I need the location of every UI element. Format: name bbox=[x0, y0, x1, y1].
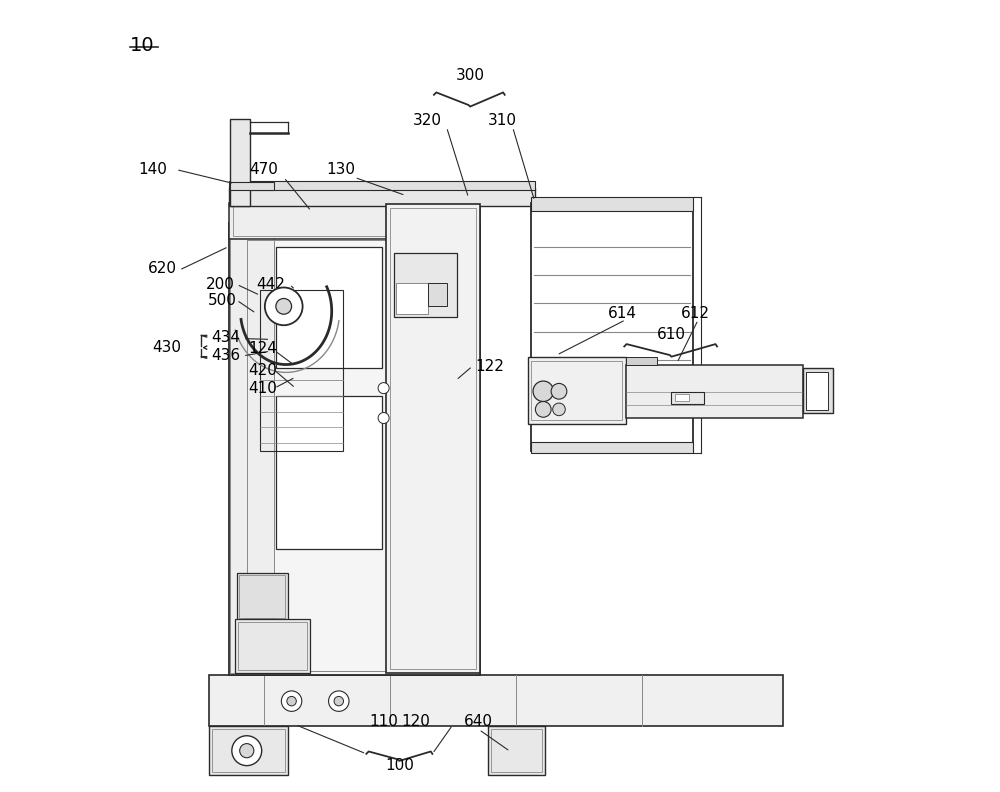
Text: 122: 122 bbox=[475, 359, 504, 374]
Text: 430: 430 bbox=[152, 340, 181, 355]
Bar bbox=[488, 726, 545, 775]
Bar bbox=[229, 204, 480, 238]
Text: 470: 470 bbox=[250, 162, 279, 177]
Circle shape bbox=[287, 696, 296, 706]
Circle shape bbox=[551, 383, 567, 399]
Text: 410: 410 bbox=[248, 381, 277, 396]
Bar bbox=[239, 575, 285, 618]
Bar bbox=[233, 206, 476, 236]
Circle shape bbox=[281, 691, 302, 711]
Bar bbox=[675, 394, 689, 401]
Bar bbox=[244, 619, 276, 652]
Circle shape bbox=[329, 691, 349, 711]
Circle shape bbox=[232, 736, 262, 766]
Circle shape bbox=[265, 287, 303, 326]
Bar bbox=[209, 676, 783, 726]
Text: 100: 100 bbox=[385, 758, 414, 773]
Text: 434: 434 bbox=[211, 329, 240, 345]
Bar bbox=[238, 623, 307, 670]
Bar bbox=[491, 729, 542, 772]
Circle shape bbox=[240, 744, 254, 758]
Bar bbox=[235, 619, 310, 673]
Circle shape bbox=[553, 403, 565, 416]
Text: 320: 320 bbox=[413, 113, 442, 128]
Circle shape bbox=[334, 696, 343, 706]
Bar bbox=[428, 283, 447, 307]
Text: 130: 130 bbox=[327, 162, 356, 177]
Bar bbox=[626, 356, 657, 364]
Text: 620: 620 bbox=[148, 261, 177, 276]
Text: 310: 310 bbox=[488, 113, 517, 128]
Bar bbox=[209, 726, 288, 775]
Bar bbox=[229, 223, 480, 676]
Text: 442: 442 bbox=[256, 277, 285, 291]
Text: 640: 640 bbox=[464, 714, 493, 729]
Bar bbox=[531, 204, 693, 451]
Bar bbox=[230, 182, 274, 190]
Text: 10: 10 bbox=[130, 36, 155, 55]
Text: 500: 500 bbox=[207, 292, 236, 307]
Circle shape bbox=[276, 299, 292, 314]
Bar bbox=[531, 442, 693, 452]
Text: 120: 120 bbox=[401, 714, 430, 729]
Bar bbox=[230, 227, 274, 673]
Circle shape bbox=[378, 413, 389, 424]
Bar bbox=[276, 246, 382, 368]
Bar bbox=[396, 283, 428, 314]
Bar bbox=[806, 371, 828, 410]
Text: 140: 140 bbox=[138, 162, 167, 177]
Bar bbox=[626, 364, 803, 418]
Bar bbox=[803, 368, 833, 413]
Bar bbox=[229, 188, 535, 206]
Text: 436: 436 bbox=[211, 348, 240, 364]
Circle shape bbox=[535, 402, 551, 417]
Circle shape bbox=[533, 381, 553, 402]
Bar bbox=[528, 356, 626, 424]
Text: 300: 300 bbox=[456, 67, 485, 82]
Bar bbox=[671, 392, 704, 404]
Bar bbox=[531, 360, 622, 420]
Bar bbox=[212, 729, 285, 772]
Text: 420: 420 bbox=[248, 363, 277, 378]
Text: 612: 612 bbox=[681, 306, 710, 321]
Text: 614: 614 bbox=[607, 306, 636, 321]
Bar bbox=[390, 208, 476, 669]
Text: 200: 200 bbox=[206, 277, 235, 291]
Bar bbox=[237, 573, 288, 620]
Bar bbox=[260, 290, 343, 451]
Text: 610: 610 bbox=[657, 327, 686, 342]
Circle shape bbox=[378, 383, 389, 394]
Bar bbox=[394, 253, 457, 318]
Bar bbox=[531, 197, 693, 211]
Bar bbox=[386, 204, 480, 673]
Bar bbox=[276, 396, 382, 550]
Bar bbox=[247, 240, 463, 672]
Bar bbox=[229, 181, 535, 190]
Bar bbox=[230, 119, 250, 206]
Text: 110: 110 bbox=[369, 714, 398, 729]
Text: 124: 124 bbox=[248, 341, 277, 356]
